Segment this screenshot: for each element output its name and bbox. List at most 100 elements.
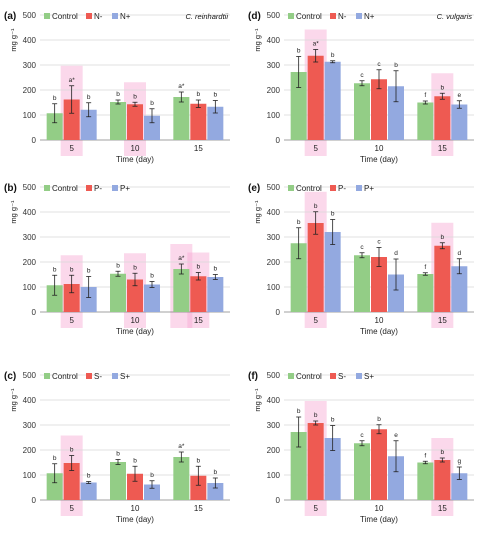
legend-swatch: [288, 13, 294, 19]
legend-swatch: [356, 185, 362, 191]
legend-label: P-: [338, 184, 346, 193]
legend-label: N+: [364, 12, 375, 21]
bar: [127, 279, 143, 312]
x-tick-label: 10: [131, 316, 140, 325]
significance-label: b: [331, 211, 335, 218]
x-tick-label: 15: [194, 144, 203, 153]
y-tick-label: 300: [267, 61, 281, 70]
legend-label: P-: [94, 184, 102, 193]
bar: [80, 109, 97, 140]
bar: [144, 115, 160, 140]
bar: [451, 473, 468, 500]
x-tick-label: 10: [131, 144, 140, 153]
y-tick-label: 500: [23, 11, 37, 20]
y-tick-label: 200: [23, 446, 37, 455]
legend-label: S-: [94, 372, 102, 381]
bar: [290, 432, 307, 500]
x-tick-label: 5: [69, 316, 74, 325]
significance-label: b: [214, 92, 218, 99]
y-tick-label: 300: [23, 421, 37, 430]
significance-label: c: [360, 72, 364, 79]
bar: [451, 266, 468, 312]
y-tick-label: 400: [23, 396, 37, 405]
legend-swatch: [112, 13, 118, 19]
legend-swatch: [86, 13, 92, 19]
significance-label: f: [424, 264, 426, 271]
bar: [63, 99, 80, 140]
x-tick-label: 5: [69, 144, 74, 153]
significance-label: b: [441, 449, 445, 456]
x-axis-title: Time (day): [116, 155, 154, 164]
bar: [434, 460, 451, 500]
x-tick-label: 15: [438, 316, 447, 325]
y-tick-label: 100: [267, 283, 281, 292]
y-tick-label: 0: [32, 496, 37, 505]
significance-label: b: [133, 264, 137, 271]
significance-label: c: [377, 61, 381, 68]
bar: [207, 483, 224, 500]
significance-label: b: [394, 62, 398, 69]
bar: [173, 269, 190, 312]
bar: [80, 287, 97, 312]
bar: [190, 103, 207, 140]
significance-label: b: [331, 52, 335, 59]
bar: [63, 284, 80, 312]
y-tick-label: 300: [267, 421, 281, 430]
bar: [388, 86, 404, 140]
significance-label: d: [394, 250, 398, 257]
y-tick-label: 200: [267, 86, 281, 95]
bar: [173, 97, 190, 140]
bar: [190, 276, 207, 312]
x-tick-label: 15: [438, 504, 447, 513]
y-tick-label: 100: [23, 111, 37, 120]
legend-label: S+: [364, 372, 374, 381]
y-tick-label: 0: [32, 136, 37, 145]
species-title: C. vulgaris: [437, 12, 473, 21]
bar: [307, 55, 324, 140]
y-tick-label: 400: [267, 208, 281, 217]
significance-label: b: [297, 219, 301, 226]
legend-swatch: [112, 185, 118, 191]
y-axis-title: mg g⁻¹: [253, 28, 262, 52]
significance-label: b: [53, 95, 57, 102]
y-tick-label: 200: [23, 86, 37, 95]
bar: [371, 429, 387, 500]
legend-label: S+: [120, 372, 130, 381]
legend-label: Control: [296, 184, 322, 193]
significance-label: b: [133, 457, 137, 464]
legend-label: Control: [52, 372, 78, 381]
legend-label: N-: [338, 12, 347, 21]
y-axis-title: mg g⁻¹: [253, 388, 262, 412]
significance-label: b: [53, 455, 57, 462]
bar: [417, 462, 434, 500]
y-tick-label: 100: [23, 283, 37, 292]
panel-label: (f): [248, 371, 258, 382]
legend-label: P+: [364, 184, 374, 193]
y-tick-label: 500: [267, 371, 281, 380]
legend-label: N-: [94, 12, 103, 21]
significance-label: b: [70, 447, 74, 454]
bar: [46, 285, 63, 312]
y-tick-label: 200: [267, 258, 281, 267]
significance-label: b: [214, 469, 218, 476]
significance-label: b: [441, 84, 445, 91]
bar: [80, 482, 97, 500]
bar: [290, 243, 307, 312]
y-tick-label: 0: [276, 308, 281, 317]
legend-label: S-: [338, 372, 346, 381]
bar: [46, 473, 63, 500]
legend-swatch: [288, 373, 294, 379]
legend-swatch: [112, 373, 118, 379]
bar: [354, 255, 370, 312]
significance-label: d: [458, 250, 462, 257]
bar: [434, 245, 451, 312]
significance-label: e: [394, 432, 398, 439]
significance-label: b: [441, 234, 445, 241]
y-axis-title: mg g⁻¹: [9, 388, 18, 412]
x-axis-title: Time (day): [360, 515, 398, 524]
bar: [190, 475, 207, 500]
x-tick-label: 5: [69, 504, 74, 513]
x-tick-label: 10: [375, 316, 384, 325]
y-tick-label: 500: [23, 371, 37, 380]
